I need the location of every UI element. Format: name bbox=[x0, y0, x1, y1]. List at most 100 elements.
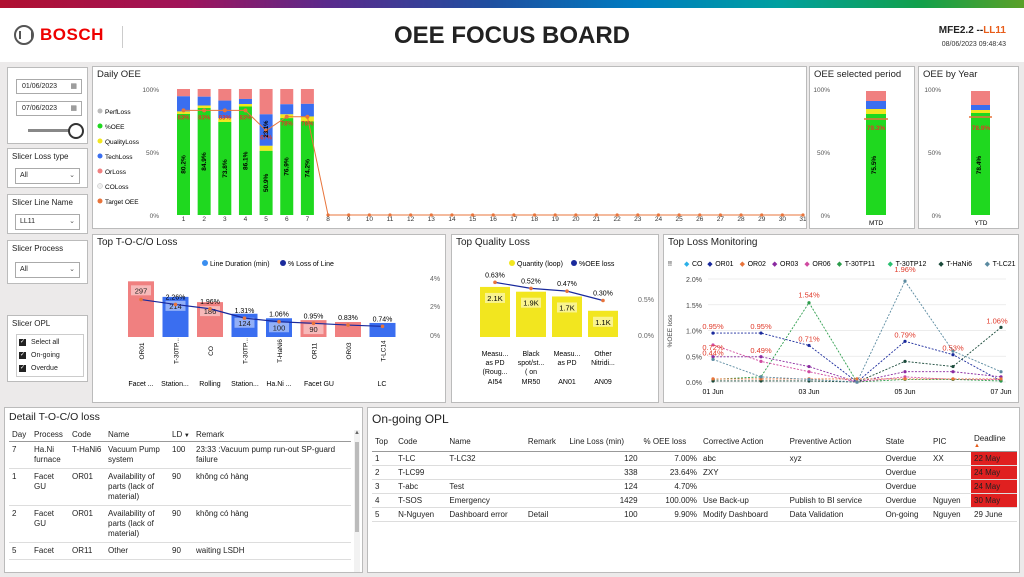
col-header[interactable]: Remark bbox=[193, 428, 351, 442]
y-tick: 0% bbox=[150, 213, 160, 220]
panel-title: Daily OEE bbox=[97, 69, 141, 80]
legend-dot bbox=[202, 260, 208, 266]
code-label: OR11 bbox=[312, 342, 319, 359]
col-header[interactable]: Top bbox=[372, 432, 396, 452]
table-row[interactable]: 2 Facet GU OR01 Availability of parts (lack… bbox=[9, 505, 351, 543]
calendar-icon[interactable]: ▦ bbox=[70, 105, 77, 112]
y-tick: 50% bbox=[928, 150, 941, 157]
table-cell: không có hàng bbox=[193, 468, 351, 506]
code-label: OR03 bbox=[346, 342, 353, 359]
y-tick: 2% bbox=[430, 304, 440, 311]
col-header[interactable]: Corrective Action bbox=[700, 432, 787, 452]
scroll-up-icon[interactable]: ▲ bbox=[354, 430, 360, 436]
x-tick: 11 bbox=[387, 216, 394, 223]
daily-oee-chart: PerfLoss %OEE QualityLoss TechLoss OrLos… bbox=[97, 87, 806, 223]
table-cell: 100 bbox=[566, 507, 641, 522]
oee-loss-point bbox=[565, 289, 569, 293]
table-cell: Publish to BI service bbox=[786, 493, 883, 508]
col-header[interactable]: % OEE loss bbox=[640, 432, 700, 452]
duration-bar bbox=[266, 318, 292, 337]
code-label: CO bbox=[208, 346, 215, 356]
panel-title: On-going OPL bbox=[372, 412, 449, 426]
col-header[interactable]: Name bbox=[446, 432, 525, 452]
sort-asc-icon[interactable]: ▲ bbox=[974, 443, 980, 449]
checkbox-checked-icon[interactable]: ✓ bbox=[19, 352, 26, 359]
sort-desc-icon[interactable]: ▼ bbox=[182, 433, 190, 439]
col-header[interactable]: Day bbox=[9, 428, 31, 442]
loss-type-dropdown[interactable]: All ⌄ bbox=[15, 168, 80, 184]
tech-loss-segment bbox=[197, 96, 211, 106]
table-row[interactable]: 1 Facet GU OR01 Availability of parts (lack… bbox=[9, 468, 351, 506]
table-cell: Ha.Ni furnace bbox=[31, 441, 69, 469]
date-to-input[interactable]: 07/06/2023 ▦ bbox=[16, 101, 82, 116]
series-point bbox=[951, 364, 955, 369]
oee-segment bbox=[259, 150, 273, 215]
scrollbar-thumb[interactable] bbox=[355, 442, 359, 532]
opl-option-ongoing[interactable]: ✓ On-going bbox=[19, 349, 81, 362]
table-cell: Facet bbox=[31, 542, 69, 560]
col-header[interactable]: Name bbox=[105, 428, 169, 442]
table-cell: 24 May bbox=[971, 479, 1017, 494]
table-row[interactable]: 5 N-Nguyen Dashboard error Detail 100 9.90% Mo… bbox=[372, 507, 1017, 522]
line-name-dropdown[interactable]: LL11 ⌄ bbox=[15, 214, 80, 230]
x-tick: 05 Jun bbox=[894, 389, 915, 396]
pct-label: 0.47% bbox=[557, 281, 577, 288]
loss-monitoring-chart: !! ◆ CO ◆ OR01 ◆ OR02 ◆ OR03 ◆ OR06 ◆ T-30TP11 ◆ T-30T… bbox=[667, 261, 1016, 396]
monitoring-lines: 0.95% 0.95% 1.54% 0.44% 0.49% 0.71% 0.72% 1.96%… bbox=[702, 265, 1008, 384]
calendar-icon[interactable]: ▦ bbox=[70, 83, 77, 90]
col-header[interactable]: Code bbox=[69, 428, 105, 442]
checkbox-checked-icon[interactable]: ✓ bbox=[19, 365, 26, 372]
table-cell: T-SOS bbox=[395, 493, 447, 508]
table-header-row: Top Code Name Remark Line Loss (min) % O… bbox=[372, 432, 1017, 452]
y-tick: 0.0% bbox=[686, 380, 702, 387]
table-row[interactable]: 5 Facet OR11 Other 90 waiting LSDH bbox=[9, 542, 351, 560]
col-header[interactable]: Process bbox=[31, 428, 69, 442]
legend-marker-icon: ◆ bbox=[707, 261, 713, 268]
target-point bbox=[326, 213, 330, 217]
value-label: 1.1K bbox=[595, 318, 610, 327]
col-header[interactable]: Remark bbox=[524, 432, 567, 452]
col-header[interactable]: LD ▼ bbox=[169, 428, 193, 442]
y-tick: 100% bbox=[813, 87, 830, 94]
table-cell bbox=[930, 465, 972, 480]
date-from-input[interactable]: 01/06/2023 ▦ bbox=[16, 79, 82, 94]
table-row[interactable]: 1 T-LC T-LC32 120 7.00% abc xyz Overdue XX 22 May bbox=[372, 451, 1017, 466]
quality-name: (Roug... bbox=[483, 369, 508, 376]
process-dropdown[interactable]: All ⌄ bbox=[15, 262, 80, 278]
line-code: MFE2.2 --LL11 bbox=[939, 25, 1006, 36]
checkbox-checked-icon[interactable]: ✓ bbox=[19, 339, 26, 346]
table-cell: Emergency bbox=[446, 493, 525, 508]
table-row[interactable]: 3 T-abc Test 124 4.70% Overdue 24 May bbox=[372, 479, 1017, 494]
dropdown-value: LL11 bbox=[20, 218, 36, 225]
opl-option-select-all[interactable]: ✓ Select all bbox=[19, 336, 81, 349]
y-tick: 100% bbox=[142, 87, 159, 94]
tech-loss-segment bbox=[280, 104, 294, 115]
target-point bbox=[656, 213, 661, 217]
value-label: 0.44% bbox=[702, 348, 724, 357]
col-header[interactable]: Preventive Action bbox=[786, 432, 883, 452]
loss-point bbox=[139, 297, 143, 302]
table-row[interactable]: 7 Ha.Ni furnace T-HaNi6 Vacuum Pump system 1… bbox=[9, 441, 351, 469]
date-slider-track[interactable] bbox=[28, 129, 80, 132]
table-row[interactable]: 2 T-LC99 338 23.64% ZXY Overdue 24 May bbox=[372, 465, 1017, 480]
date-slider-handle[interactable] bbox=[68, 123, 84, 139]
legend-label: QualityLoss bbox=[105, 139, 140, 146]
opl-slicer: Slicer OPL ✓ Select all ✓ On-going ✓ Overdu… bbox=[7, 315, 88, 382]
legend-dot bbox=[97, 168, 103, 174]
table-cell: 5 bbox=[372, 507, 396, 522]
col-header[interactable]: Code bbox=[395, 432, 447, 452]
table-row[interactable]: 4 T-SOS Emergency 1429 100.00% Use Back-up Pub… bbox=[372, 493, 1017, 508]
col-header[interactable]: Line Loss (min) bbox=[566, 432, 641, 452]
x-tick: 9 bbox=[347, 216, 351, 223]
x-tick: 16 bbox=[490, 216, 498, 223]
col-header[interactable]: State bbox=[882, 432, 931, 452]
scrollbar[interactable]: ▲ bbox=[354, 430, 360, 572]
opl-option-overdue[interactable]: ✓ Overdue bbox=[19, 362, 81, 375]
table-cell: Overdue bbox=[882, 493, 931, 508]
col-header[interactable]: PIC bbox=[930, 432, 972, 452]
value-label: 0.72% bbox=[702, 343, 724, 352]
col-header[interactable]: Deadline ▲ bbox=[971, 432, 1017, 452]
bosch-armature-icon bbox=[14, 25, 34, 45]
value-label: 0.95% bbox=[750, 322, 772, 331]
x-label: MTD bbox=[869, 220, 883, 227]
